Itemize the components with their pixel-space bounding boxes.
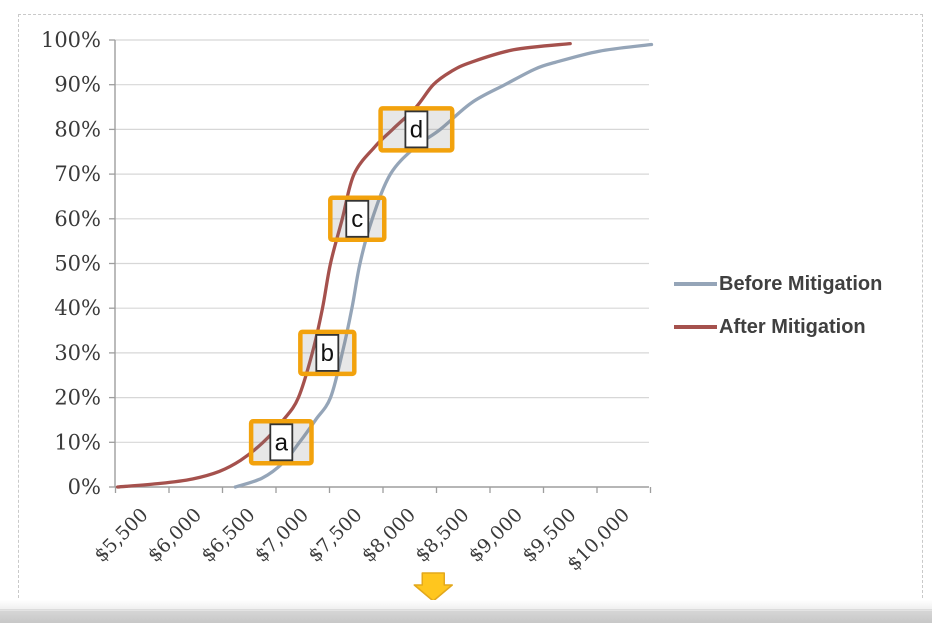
x-tick-label: $5,500	[90, 504, 153, 567]
callout-label-box-a	[269, 423, 294, 462]
x-tick-label: $6,000	[143, 504, 206, 567]
y-tick-label: 40%	[54, 296, 101, 320]
callout-label-box-b	[315, 333, 340, 372]
callout-letter-b: b	[321, 340, 334, 367]
y-tick-label: 20%	[54, 386, 101, 410]
x-tick-label: $9,000	[464, 504, 527, 567]
y-tick-label: 80%	[54, 117, 101, 141]
pointer-arrow-icon	[413, 572, 453, 602]
callout-label-box-c	[345, 199, 370, 238]
y-tick-label: 30%	[54, 341, 101, 365]
before-mitigation-curve	[233, 42, 654, 489]
x-tick-label: $6,500	[197, 504, 260, 567]
x-tick-label: $7,500	[304, 504, 367, 567]
y-tick-label: 10%	[54, 430, 101, 454]
x-tick-label: $8,500	[411, 504, 474, 567]
callout-label-box-d	[404, 110, 429, 149]
y-tick-label: 90%	[54, 73, 101, 97]
y-tick-label: 100%	[41, 28, 101, 52]
y-tick-label: 60%	[54, 207, 101, 231]
legend-item-after-mitigation: After Mitigation	[674, 315, 882, 339]
legend-label-before: Before Mitigation	[719, 272, 883, 295]
horizontal-scrollbar[interactable]	[0, 610, 932, 623]
after-mitigation-curve	[115, 41, 572, 489]
legend-item-before-mitigation: Before Mitigation	[674, 272, 882, 296]
legend-line-after-icon	[674, 325, 717, 329]
y-tick-label: 0%	[68, 475, 101, 499]
callout-letter-d: d	[410, 116, 423, 143]
x-tick-label: $7,000	[250, 504, 313, 567]
y-tick-label: 50%	[54, 252, 101, 276]
callout-letter-a: a	[275, 429, 289, 456]
x-tick-label: $8,000	[357, 504, 420, 567]
legend-label-after: After Mitigation	[719, 315, 866, 338]
chart-legend: Before Mitigation After Mitigation	[674, 272, 882, 358]
callout-letter-c: c	[351, 206, 363, 233]
legend-line-before-icon	[674, 282, 717, 286]
y-tick-label: 70%	[54, 162, 101, 186]
window-bottom-edge	[0, 600, 932, 610]
